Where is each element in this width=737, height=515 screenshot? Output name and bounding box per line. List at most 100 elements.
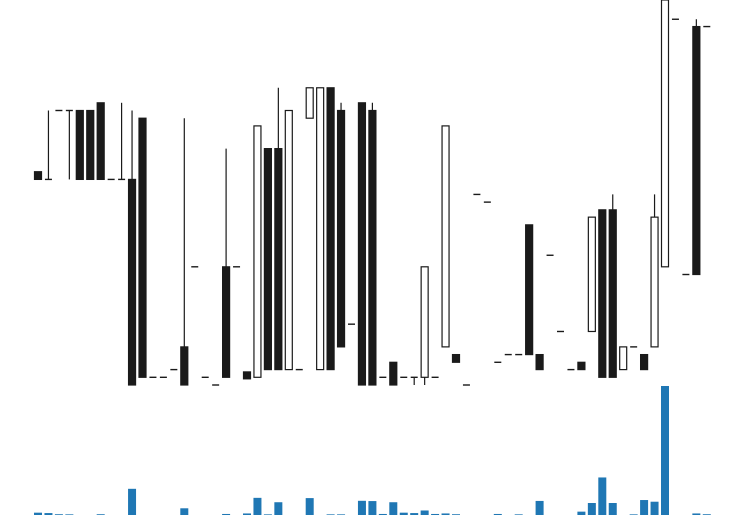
candle [138, 117, 147, 378]
candle [274, 87, 283, 371]
volume-bar [399, 512, 408, 515]
candle [284, 109, 293, 371]
volume-bar [253, 497, 262, 515]
candle-body-down [127, 178, 137, 386]
candle [389, 361, 398, 386]
candle [242, 371, 252, 380]
candle [535, 353, 544, 371]
price-panel [33, 0, 711, 386]
volume-bar [431, 513, 440, 515]
candle-body-down [535, 353, 544, 371]
volume-bar [420, 510, 429, 515]
candle [75, 109, 84, 181]
candle-body-down [577, 361, 586, 371]
volume-bar [535, 500, 544, 515]
candle [420, 266, 429, 385]
candle [357, 102, 367, 386]
volume-bar [368, 501, 377, 515]
volume-bar [692, 513, 701, 515]
candle [253, 125, 262, 378]
candle-body-up [420, 266, 429, 378]
candle-body-up [316, 87, 325, 371]
candle-body-down [263, 148, 272, 371]
candle [127, 110, 137, 386]
candle-body-down [389, 361, 398, 386]
candle-body-up [441, 125, 450, 348]
volume-bar [410, 513, 419, 515]
candle [86, 109, 95, 181]
volume-bar [243, 513, 251, 515]
volume-bar [441, 513, 450, 515]
candle [660, 0, 670, 268]
candle [608, 194, 617, 378]
volume-bar [305, 498, 314, 515]
candle-body-up [253, 125, 262, 378]
candle [316, 87, 325, 371]
candle-body-down [274, 148, 283, 371]
candle-body-down [608, 209, 617, 378]
candle [263, 148, 272, 371]
candle [525, 224, 534, 356]
candle-body-up [587, 216, 596, 333]
candle [336, 102, 346, 348]
volume-bar [378, 513, 387, 515]
volume-bar [34, 512, 42, 515]
candle-body-down [525, 224, 534, 356]
candle [65, 109, 73, 180]
candle [692, 19, 701, 276]
candle [222, 148, 231, 378]
candle [451, 353, 461, 363]
candle [650, 194, 659, 348]
volume-bar [493, 513, 502, 515]
volume-panel [34, 386, 711, 515]
candle-body-down [86, 109, 95, 181]
candle-body-down [451, 353, 461, 363]
candle [577, 361, 586, 371]
volume-bar [222, 513, 231, 515]
candle [326, 87, 335, 371]
candle-body-down [326, 87, 335, 371]
candle [305, 87, 314, 119]
volume-bar [577, 511, 586, 515]
candle-body-down [692, 25, 701, 276]
candle-body-down [138, 117, 147, 378]
candle [118, 102, 126, 181]
volume-bar [587, 503, 596, 515]
candle [619, 346, 628, 371]
candle-body-down [96, 102, 105, 181]
candle-body-down [75, 109, 84, 181]
volume-bar [128, 488, 137, 515]
candle-body-up [650, 216, 659, 348]
candle-body-down [368, 109, 377, 386]
candle-body-down [357, 102, 367, 386]
candle-body-up [305, 87, 314, 119]
candle-body-down [242, 371, 252, 380]
volume-bar [650, 501, 659, 515]
candle [639, 353, 649, 371]
candle [368, 102, 377, 386]
volume-bar [640, 500, 649, 515]
candle-body-up [619, 346, 628, 371]
candle [587, 216, 596, 333]
candle [180, 118, 189, 386]
volume-bar [608, 503, 617, 515]
candle [598, 209, 607, 378]
candle [441, 125, 450, 348]
candle-body-down [336, 109, 346, 348]
candle-body-down [180, 346, 189, 386]
volume-bar [598, 477, 607, 515]
candle [96, 102, 105, 181]
candle-body-down [598, 209, 607, 378]
candle [33, 171, 43, 181]
candle-body-down [639, 353, 649, 371]
volume-bar [274, 502, 283, 515]
candle [44, 110, 52, 181]
volume-bar [357, 500, 366, 515]
candle-body-up [660, 0, 670, 268]
volume-bar [180, 508, 189, 515]
volume-bar [661, 386, 669, 515]
candle-body-down [222, 266, 231, 378]
volume-bar [389, 502, 398, 515]
candle-body-up [284, 109, 293, 371]
